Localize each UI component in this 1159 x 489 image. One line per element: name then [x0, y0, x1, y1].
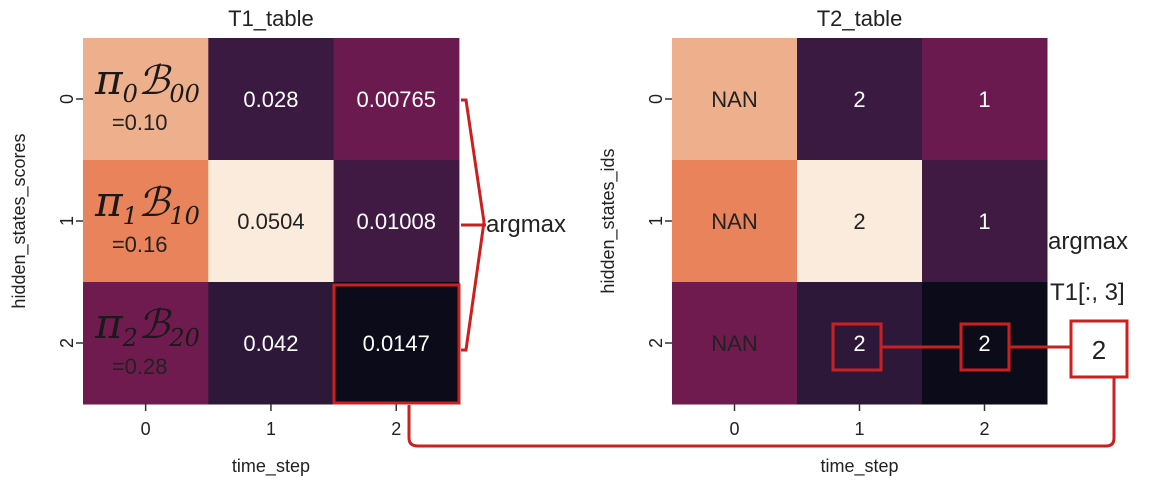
t1-cell-2-1 [208, 282, 335, 405]
t1-formula-2: π2ℬ20 [94, 299, 200, 352]
t2-xtick-0: 0 [729, 419, 739, 439]
t2-title: T2_table [817, 6, 903, 31]
t1-cell-0-1 [208, 38, 335, 161]
t2-xtick-2: 2 [979, 419, 989, 439]
t2-cell-2-1 [797, 282, 923, 405]
t1-cell-label-0-1: 0.028 [243, 87, 298, 112]
t1-formula-value-0: =0.10 [112, 110, 168, 135]
t1-formula-value-2: =0.28 [112, 354, 168, 379]
t1-cell-1-2 [333, 160, 460, 283]
t2-cell-0-2 [922, 38, 1048, 161]
t2-cell-0-0 [672, 38, 798, 161]
bottom-connector [407, 377, 1116, 448]
t1-heatmap: T1_table 0.028 0.00765 0.0504 0.01008 0.042 0.… [9, 6, 460, 477]
t2-cell-1-2 [922, 160, 1048, 283]
t1-formula-0: π0ℬ00 [94, 55, 200, 108]
t2-cell-label-1-2: 1 [978, 209, 990, 234]
t1-cell-label-1-1: 0.0504 [237, 209, 304, 234]
t1-xlabel: time_step [232, 456, 310, 477]
t1-cell-1-0 [83, 160, 209, 283]
t2-cell-label-2-2: 2 [978, 331, 990, 356]
t1-formula-value-1: =0.16 [112, 232, 168, 257]
t2-cell-label-2-0: NAN [711, 331, 757, 356]
t2-cell-label-2-1: 2 [853, 331, 865, 356]
argmax-bracket [461, 98, 486, 352]
t1-ytick-1: 1 [57, 216, 77, 226]
t2-cell-1-0 [672, 160, 798, 283]
t1-xtick-2: 2 [391, 419, 401, 439]
t1-cell-label-1-2: 0.01008 [356, 209, 436, 234]
t2-cell-label-1-1: 2 [853, 209, 865, 234]
t2-cell-2-2 [922, 282, 1048, 405]
t2-ytick-1: 1 [646, 216, 666, 226]
t1-ytick-0: 0 [57, 94, 77, 104]
t1-cell-label-2-2: 0.0147 [363, 331, 430, 356]
argmax-right-sublabel: T1[:, 3] [1050, 279, 1125, 306]
t1-cell-2-2 [333, 282, 460, 405]
t1-xtick-1: 1 [266, 419, 276, 439]
t1-cell-label-0-2: 0.00765 [356, 87, 436, 112]
result-box-value: 2 [1092, 335, 1106, 365]
t2-cell-label-0-0: NAN [711, 87, 757, 112]
t1-ylabel: hidden_states_scores [9, 133, 30, 308]
t2-cell-label-0-1: 2 [853, 87, 865, 112]
t2-ytick-0: 0 [646, 94, 666, 104]
t1-max-cell-highlight [332, 283, 461, 405]
t2-cell-1-1 [797, 160, 923, 283]
argmax-middle-label: argmax [486, 211, 566, 238]
t2-heatmap: T2_table NAN 2 1 NAN 2 1 NAN 2 2 0 1 2 0 1 2 time_step hi… [598, 6, 1048, 477]
t2-cell-0-1 [797, 38, 923, 161]
t1-cell-1-1 [208, 160, 335, 283]
t1-cell-label-2-1: 0.042 [243, 331, 298, 356]
t1-title: T1_table [228, 6, 314, 31]
t1-cell-0-2 [333, 38, 460, 161]
t2-ytick-2: 2 [646, 338, 666, 348]
annotations-layer: argmax argmax T1[:, 3] 2 [332, 98, 1129, 448]
t1-cell-0-0 [83, 38, 209, 161]
t2-ylabel: hidden_states_ids [598, 148, 619, 293]
argmax-right-label: argmax [1048, 228, 1128, 255]
result-box [1069, 319, 1129, 379]
t1-xtick-0: 0 [141, 419, 151, 439]
t1-cell-2-0 [83, 282, 209, 405]
t1-ytick-2: 2 [57, 338, 77, 348]
t1-formula-1: π1ℬ10 [94, 177, 200, 230]
t2-cell-label-1-0: NAN [711, 209, 757, 234]
t2-cell-2-0 [672, 282, 798, 405]
t2-xlabel: time_step [820, 456, 898, 477]
t2-xtick-1: 1 [854, 419, 864, 439]
t2-cell-label-0-2: 1 [978, 87, 990, 112]
